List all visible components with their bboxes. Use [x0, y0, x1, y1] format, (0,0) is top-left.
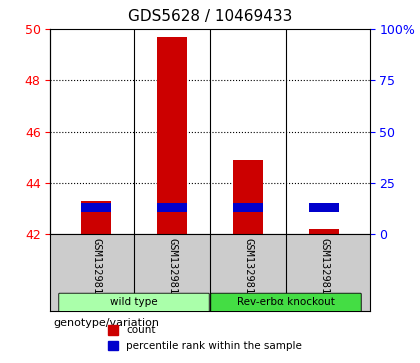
Text: GSM1329813: GSM1329813: [243, 238, 253, 300]
Text: GSM1329812: GSM1329812: [167, 238, 177, 300]
Text: wild type: wild type: [110, 297, 158, 307]
Bar: [81, 201, 111, 234]
Text: genotype/variation: genotype/variation: [54, 318, 160, 328]
FancyBboxPatch shape: [211, 293, 361, 312]
Bar: [233, 203, 263, 212]
Legend: count, percentile rank within the sample: count, percentile rank within the sample: [103, 321, 307, 355]
Bar: [81, 203, 111, 212]
Bar: [233, 160, 263, 234]
Text: Rev-erbα knockout: Rev-erbα knockout: [237, 297, 335, 307]
Bar: [309, 203, 339, 212]
Bar: [157, 37, 187, 234]
Text: GSM1329814: GSM1329814: [319, 238, 329, 300]
Title: GDS5628 / 10469433: GDS5628 / 10469433: [128, 9, 292, 24]
FancyBboxPatch shape: [59, 293, 209, 312]
Bar: [157, 203, 187, 212]
Text: GSM1329811: GSM1329811: [91, 238, 101, 300]
Bar: [309, 229, 339, 234]
